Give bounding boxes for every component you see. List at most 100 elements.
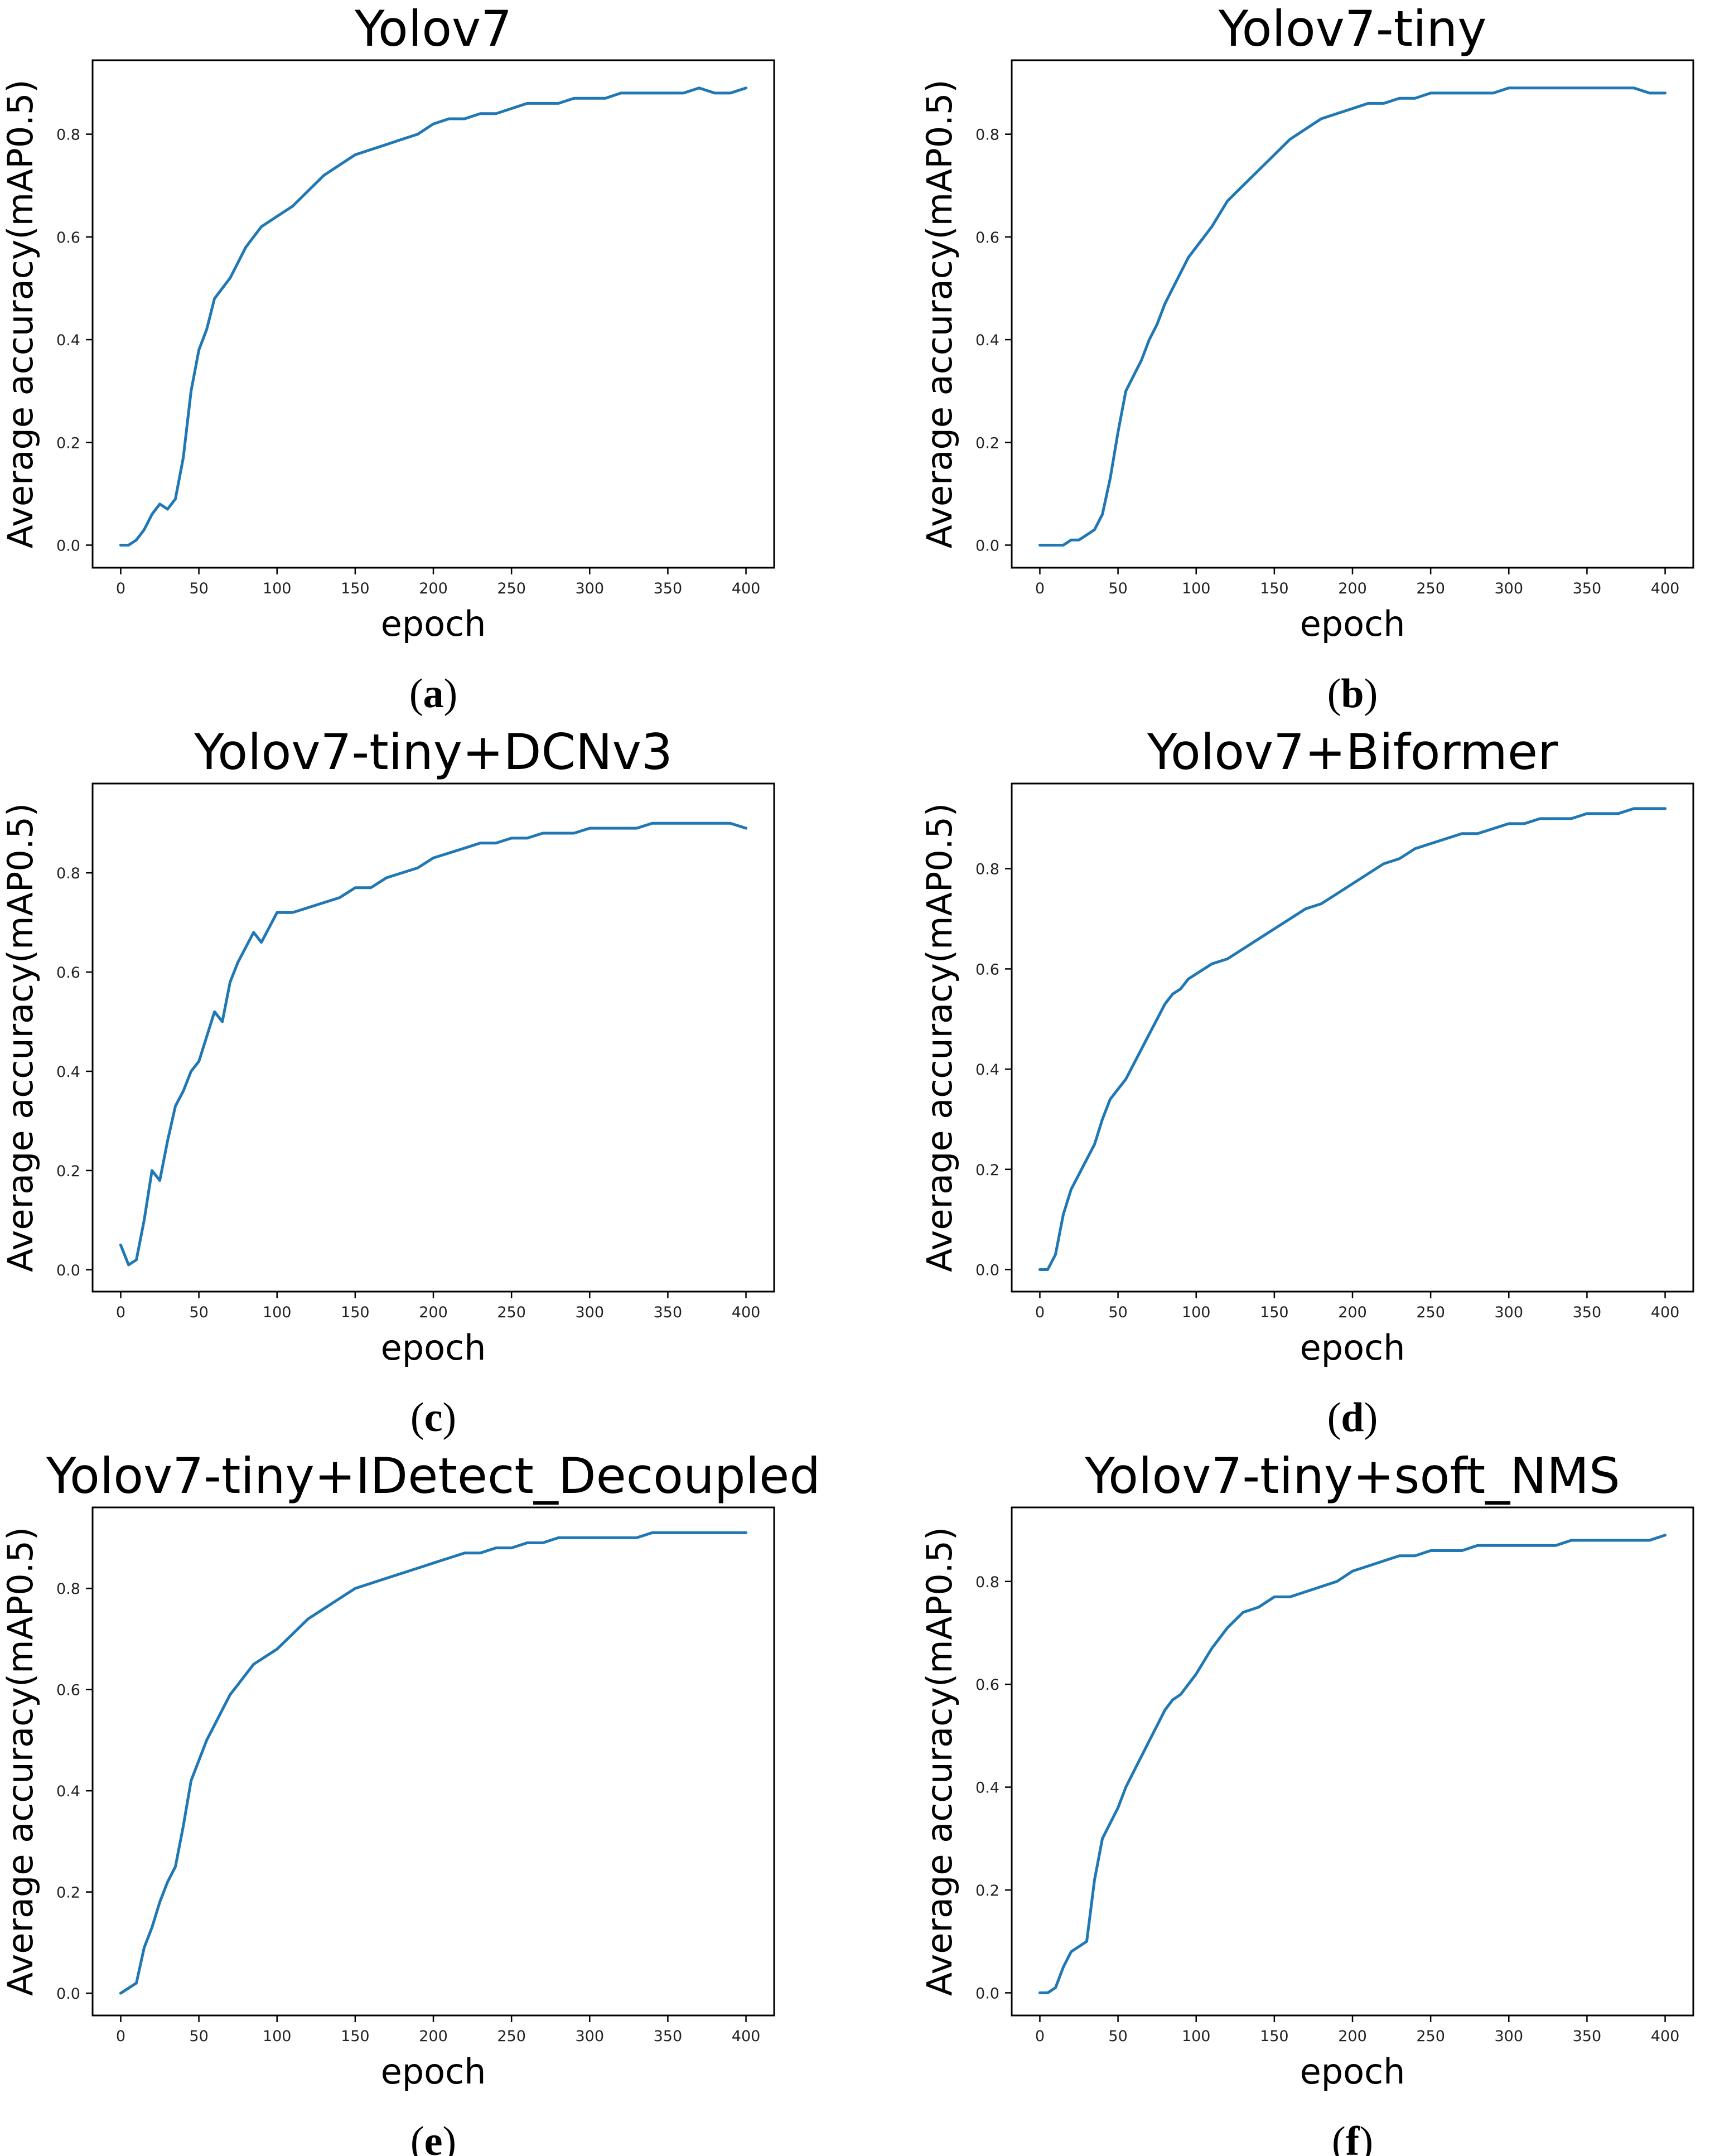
chart-f-x-tick-label: 300 [1495, 2028, 1524, 2045]
chart-b-x-tick-label: 250 [1416, 580, 1445, 597]
chart-c-y-tick-label: 0.2 [56, 1163, 80, 1180]
chart-d-title: Yolov7+Biformer [1147, 723, 1558, 781]
chart-d-series-line [1038, 807, 1667, 1271]
chart-f: Yolov7-tiny+soft_NMS 0 50 100 150 200 250 300 35… [919, 1447, 1694, 2156]
chart-b-y-tick-label: 0.8 [975, 127, 999, 144]
chart-b-panel-letter: b [1341, 671, 1364, 717]
chart-d-y-tick-label: 0.0 [975, 1261, 999, 1279]
chart-d: Yolov7+Biformer 0 50 100 150 200 250 300 350 400 0… [919, 723, 1694, 1440]
chart-e-x-tick-label: 400 [732, 2028, 761, 2045]
chart-b-plot-frame [1011, 59, 1694, 569]
chart-f-plot-frame [1011, 1506, 1694, 2017]
chart-f-title: Yolov7-tiny+soft_NMS [1084, 1447, 1620, 1505]
chart-c-x-tick-label: 50 [189, 1304, 208, 1321]
chart-e-x-tick-label: 50 [189, 2028, 208, 2045]
chart-c-plot-frame [91, 782, 775, 1293]
chart-c-title: Yolov7-tiny+DCNv3 [194, 723, 673, 781]
chart-a-x-axis-label: epoch [381, 603, 486, 644]
chart-e-x-tick-label: 0 [116, 2028, 125, 2045]
chart-e-x-tick-label: 250 [497, 2028, 526, 2045]
chart-c-x-tick-label: 300 [576, 1304, 605, 1321]
chart-e-x-tick-label: 350 [654, 2028, 683, 2045]
chart-d-x-tick-label: 150 [1260, 1304, 1289, 1321]
chart-c-x-axis-label: epoch [381, 1327, 486, 1368]
chart-b-x-tick-label: 150 [1260, 580, 1289, 597]
chart-a-panel-letter: a [423, 671, 444, 717]
chart-c-y-tick-label: 0.8 [56, 865, 80, 882]
chart-d-panel-letter: d [1341, 1395, 1364, 1440]
chart-d-x-tick-label: 100 [1182, 1304, 1211, 1321]
chart-b-x-axis-label: epoch [1300, 603, 1405, 644]
chart-d-x-tick-label: 350 [1573, 1304, 1602, 1321]
chart-a-y-tick-label: 0.0 [56, 537, 80, 554]
chart-c-y-tick-label: 0.6 [56, 964, 80, 982]
chart-e-series-line [119, 1531, 748, 1995]
chart-f-x-tick-label: 50 [1108, 2028, 1127, 2045]
chart-b-y-tick-label: 0.4 [975, 332, 999, 349]
chart-c-y-axis-label: Average accuracy(mAP0.5) [0, 803, 41, 1272]
chart-c-x-tick-label: 250 [497, 1304, 526, 1321]
chart-a-x-tick-label: 300 [576, 580, 605, 597]
chart-e-y-tick-label: 0.6 [56, 1682, 80, 1699]
chart-a-x-tick-label: 50 [189, 580, 208, 597]
chart-c-series-line [119, 821, 748, 1266]
chart-b-x-tick-label: 0 [1035, 580, 1045, 597]
chart-c-panel-label: (c) [410, 1395, 456, 1440]
chart-b-y-tick-label: 0.6 [975, 229, 999, 246]
chart-d-panel-label: (d) [1327, 1395, 1378, 1440]
chart-a-title: Yolov7 [354, 0, 512, 57]
chart-f-y-tick-label: 0.6 [975, 1676, 999, 1694]
chart-f-x-tick-label: 250 [1416, 2028, 1445, 2045]
chart-b-y-tick-label: 0.2 [975, 434, 999, 452]
chart-d-x-tick-label: 50 [1108, 1304, 1127, 1321]
chart-b-y-tick-label: 0.0 [975, 537, 999, 554]
chart-f-panel-label: (f) [1332, 2119, 1373, 2156]
chart-b-title: Yolov7-tiny [1218, 0, 1487, 57]
chart-c-x-tick-label: 100 [263, 1304, 292, 1321]
chart-f-y-axis-label: Average accuracy(mAP0.5) [919, 1527, 960, 1996]
chart-d-x-axis-label: epoch [1300, 1327, 1405, 1368]
chart-d-x-tick-label: 400 [1651, 1304, 1680, 1321]
chart-b-panel-label: (b) [1327, 671, 1378, 717]
chart-f-y-tick-label: 0.4 [975, 1780, 999, 1797]
chart-e-x-tick-label: 200 [419, 2028, 448, 2045]
chart-b-x-tick-label: 100 [1182, 580, 1211, 597]
chart-c-y-tick-label: 0.4 [56, 1064, 80, 1081]
chart-d-x-tick-label: 300 [1495, 1304, 1524, 1321]
chart-c-panel-letter: c [424, 1395, 443, 1440]
chart-c-x-tick-label: 0 [116, 1304, 125, 1321]
chart-b-x-tick-label: 200 [1338, 580, 1367, 597]
chart-c-y-tick-label: 0.0 [56, 1262, 80, 1279]
chart-b-x-tick-label: 50 [1108, 580, 1127, 597]
chart-b-series-line [1038, 86, 1667, 547]
chart-c-x-tick-label: 350 [654, 1304, 683, 1321]
chart-d-plot-frame [1011, 782, 1694, 1293]
chart-a-x-tick-label: 400 [732, 580, 761, 597]
chart-f-y-tick-label: 0.8 [975, 1574, 999, 1591]
chart-f-x-tick-label: 100 [1182, 2028, 1211, 2045]
chart-a-x-tick-label: 250 [497, 580, 526, 597]
chart-a-y-tick-label: 0.8 [56, 127, 80, 144]
chart-e: Yolov7-tiny+IDetect_Decoupled 0 50 100 150 20… [0, 1447, 820, 2156]
chart-f-x-tick-label: 0 [1035, 2028, 1045, 2045]
chart-d-y-axis-label: Average accuracy(mAP0.5) [919, 803, 960, 1272]
chart-c-x-tick-label: 150 [341, 1304, 370, 1321]
chart-f-y-tick-label: 0.0 [975, 1985, 999, 2002]
chart-a-x-tick-label: 150 [341, 580, 370, 597]
chart-f-series-line [1038, 1534, 1667, 1994]
chart-a-y-tick-label: 0.2 [56, 434, 80, 452]
chart-e-x-axis-label: epoch [381, 2051, 486, 2092]
chart-e-panel-letter: e [424, 2119, 443, 2156]
chart-f-x-tick-label: 200 [1338, 2028, 1367, 2045]
chart-d-y-tick-label: 0.4 [975, 1061, 999, 1079]
chart-f-x-axis-label: epoch [1300, 2051, 1405, 2092]
chart-b-x-tick-label: 400 [1651, 580, 1680, 597]
chart-a-y-axis-label: Average accuracy(mAP0.5) [0, 79, 41, 548]
chart-e-title: Yolov7-tiny+IDetect_Decoupled [46, 1447, 820, 1505]
chart-a-x-tick-label: 100 [263, 580, 292, 597]
chart-d-x-tick-label: 200 [1338, 1304, 1367, 1321]
chart-e-y-tick-label: 0.2 [56, 1884, 80, 1902]
chart-d-y-tick-label: 0.8 [975, 861, 999, 878]
chart-e-plot-frame [91, 1506, 775, 2017]
